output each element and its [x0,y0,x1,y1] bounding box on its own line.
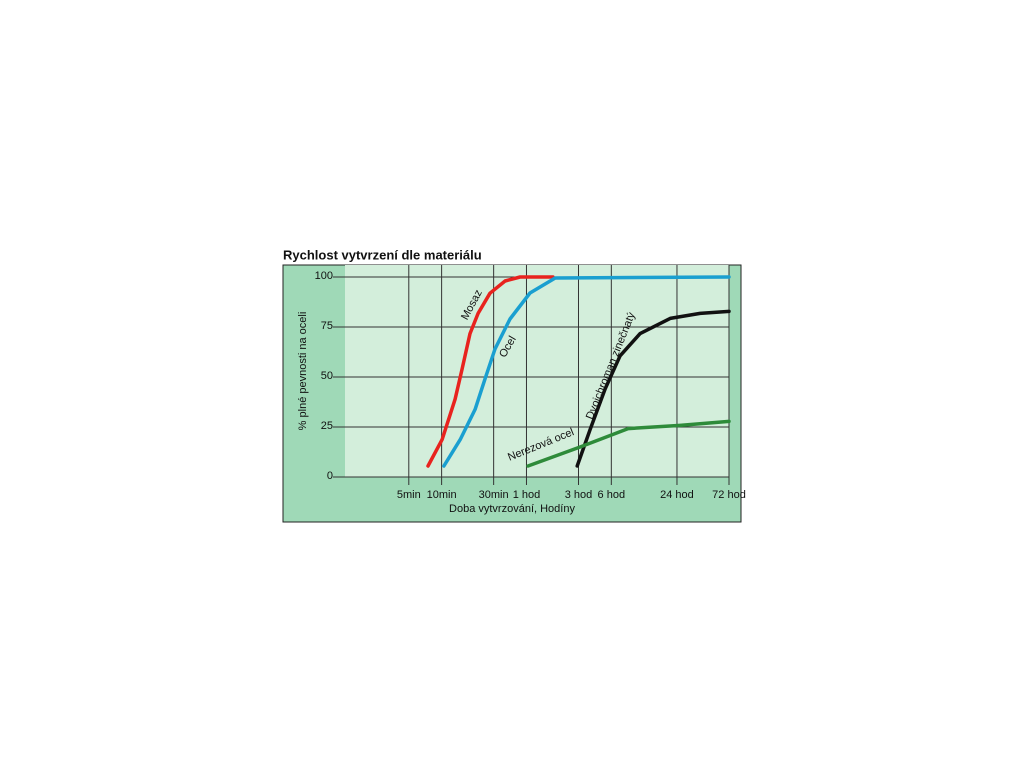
series-line [575,309,731,468]
series-line [526,419,731,468]
x-tick-label: 72 hod [712,489,746,501]
x-tick-label: 5min [397,489,421,501]
series-line [442,275,731,468]
x-tick-label: 24 hod [660,489,694,501]
chart-title: Rychlost vytvrzení dle materiálu [283,247,482,262]
y-tick-label: 25 [321,420,333,432]
y-tick-label: 75 [321,320,333,332]
x-tick-label: 10min [427,489,457,501]
y-axis-title: % plné pevnosti na oceli [297,312,309,431]
x-tick-label: 30min [479,489,509,501]
y-tick-label: 0 [327,470,333,482]
x-tick-label: 6 hod [598,489,626,501]
y-tick-label: 100 [315,270,333,282]
series-line [426,275,555,468]
x-tick-label: 1 hod [513,489,541,501]
x-axis-title: Doba vytvrzování, Hodíny [449,503,575,515]
x-tick-label: 3 hod [565,489,593,501]
y-tick-label: 50 [321,370,333,382]
